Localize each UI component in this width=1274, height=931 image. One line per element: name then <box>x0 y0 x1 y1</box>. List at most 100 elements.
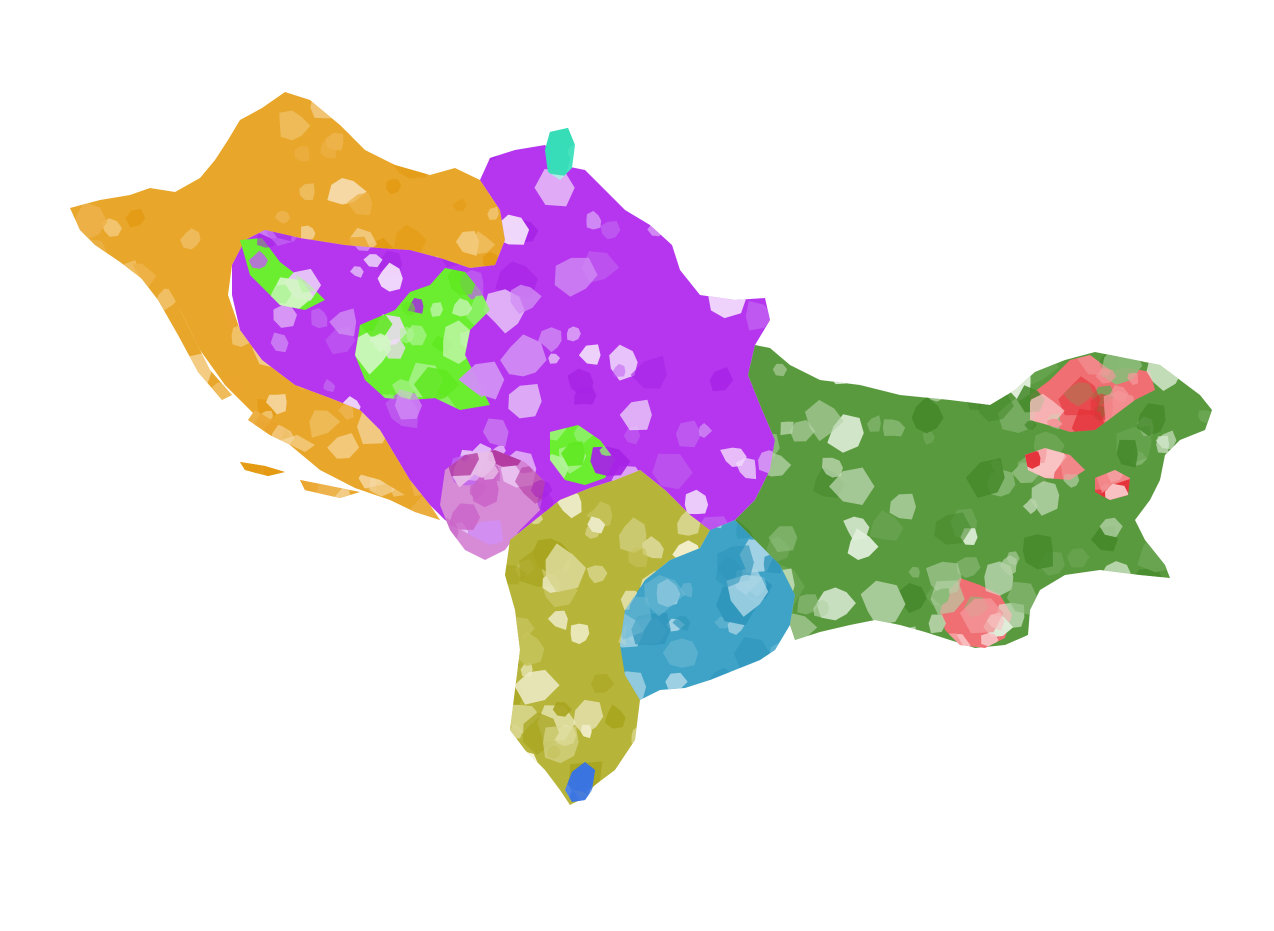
municipality-patch <box>729 154 764 183</box>
municipality-patch <box>644 575 686 617</box>
municipality-patch <box>911 396 944 434</box>
municipality-patch <box>273 305 297 328</box>
municipality-patch <box>126 92 165 113</box>
municipality-patch <box>603 775 618 790</box>
municipality-patch <box>1153 601 1188 642</box>
municipality-patch <box>206 104 220 118</box>
municipality-patch <box>709 367 734 392</box>
municipality-patch <box>934 512 972 545</box>
municipality-patch <box>928 614 946 634</box>
municipality-patch <box>619 399 652 431</box>
municipality-patch <box>534 798 549 805</box>
municipality-patch <box>935 347 955 364</box>
municipality-patch <box>561 441 585 467</box>
municipality-patch <box>75 202 108 241</box>
municipality-patch <box>1118 619 1162 648</box>
municipality-patch <box>1137 403 1166 436</box>
municipality-patch <box>125 314 134 335</box>
municipality-patch <box>188 151 206 167</box>
municipality-patch <box>377 262 403 292</box>
municipality-patch <box>698 423 713 438</box>
municipality-patch <box>304 492 330 519</box>
municipality-patch <box>482 418 509 448</box>
municipality-patch <box>1024 420 1037 430</box>
croatia-mainland[interactable] <box>70 92 505 520</box>
municipality-patch <box>860 580 906 626</box>
municipality-patch <box>587 516 606 534</box>
municipality-patch <box>471 473 499 508</box>
municipality-patch <box>720 447 747 467</box>
municipality-patch <box>554 257 598 297</box>
municipality-patch <box>338 403 354 420</box>
municipality-patch <box>614 176 656 209</box>
municipality-patch <box>822 457 843 478</box>
municipality-patch <box>889 493 916 520</box>
municipality-patch <box>552 702 572 717</box>
municipality-patch <box>193 430 222 454</box>
municipality-patch <box>257 503 291 520</box>
municipality-patch <box>101 218 122 237</box>
municipality-patch <box>163 125 197 152</box>
municipality-patch <box>1055 621 1071 637</box>
municipality-patch <box>514 669 560 705</box>
municipality-patch <box>323 379 336 392</box>
municipality-patch <box>301 498 319 515</box>
municipality-patch <box>466 450 496 478</box>
municipality-patch <box>578 344 601 365</box>
municipality-patch <box>407 143 423 158</box>
municipality-patch <box>329 308 357 337</box>
municipality-patch <box>1095 368 1117 384</box>
municipality-patch <box>141 360 176 391</box>
municipality-patch <box>1031 481 1060 516</box>
municipality-patch <box>628 547 648 568</box>
municipality-patch <box>707 270 747 319</box>
municipality-patch <box>869 510 904 541</box>
municipality-patch <box>931 588 950 606</box>
municipality-patch <box>768 526 798 553</box>
municipality-patch <box>395 124 434 163</box>
municipality-patch <box>684 489 709 515</box>
municipality-patch <box>474 92 497 109</box>
municipality-patch <box>85 281 101 298</box>
municipality-patch <box>140 471 174 512</box>
municipality-patch <box>136 164 160 185</box>
municipality-patch <box>314 532 342 545</box>
municipality-patch <box>515 465 545 504</box>
municipality-patch <box>139 129 167 153</box>
municipality-patch <box>866 415 881 432</box>
municipality-patch <box>291 188 303 200</box>
municipality-patch <box>1115 592 1140 614</box>
municipality-patch <box>847 528 879 560</box>
municipality-patch <box>70 417 92 444</box>
municipality-patch <box>1099 517 1123 538</box>
municipality-patch <box>600 221 621 240</box>
municipality-patch <box>458 361 505 400</box>
municipality-patch <box>274 210 290 224</box>
municipality-patch <box>478 92 501 107</box>
municipality-patch <box>327 433 360 459</box>
municipality-patch <box>266 394 287 415</box>
municipality-patch <box>273 506 304 541</box>
municipality-patch <box>279 110 311 141</box>
municipality-patch <box>1116 439 1138 468</box>
region-purple[interactable] <box>232 145 775 545</box>
municipality-patch <box>420 145 464 170</box>
municipality-patch <box>515 631 545 667</box>
municipality-patch <box>109 349 143 381</box>
municipality-patch <box>586 501 613 528</box>
municipality-patch <box>661 700 677 717</box>
municipality-patch <box>301 225 316 241</box>
municipality-patch <box>1030 355 1043 363</box>
purple-main[interactable] <box>232 145 775 545</box>
municipality-patch <box>240 432 260 448</box>
municipality-patch <box>689 703 707 720</box>
municipality-patch <box>1182 604 1201 619</box>
municipality-patch <box>623 425 641 445</box>
municipality-patch <box>882 419 906 437</box>
municipality-patch <box>171 353 212 393</box>
municipality-patch <box>829 467 875 505</box>
municipality-patch <box>90 491 117 520</box>
municipality-patch <box>413 367 459 404</box>
